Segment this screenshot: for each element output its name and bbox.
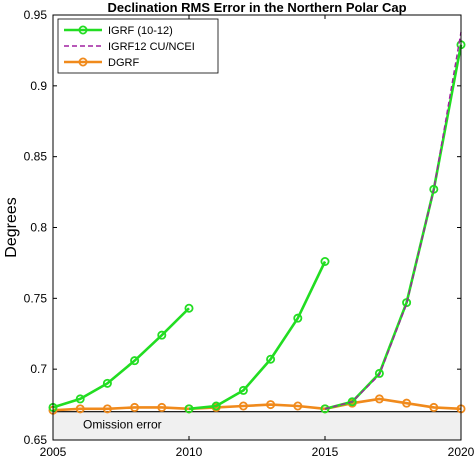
data-point-igrf-10-12	[266, 354, 276, 364]
data-point-igrf-10-12	[130, 356, 140, 366]
data-point-igrf-10-12	[75, 394, 85, 404]
x-tick-label: 2010	[176, 445, 203, 459]
data-point-igrf-10-12	[374, 368, 384, 378]
series-line-dgrf	[52, 397, 462, 412]
data-point-dgrf	[293, 401, 303, 411]
series-layer	[48, 31, 466, 415]
data-point-igrf-10-12	[238, 385, 248, 395]
data-point-igrf-10-12	[320, 404, 330, 414]
legend-items: IGRF (10-12) IGRF12 CU/NCEI DGRF	[64, 25, 195, 69]
y-tick-label: 0.85	[24, 150, 48, 164]
legend-marker-dgrf	[78, 57, 88, 67]
y-axis-label: Degrees	[3, 197, 20, 257]
y-axis-ticks: 0.65 0.7 0.75 0.8 0.85 0.9 0.95	[24, 8, 461, 447]
y-tick-label: 0.9	[30, 79, 47, 93]
x-axis-ticks: 2005 2010 2015 2020	[40, 15, 474, 459]
omission-error-region	[53, 411, 461, 440]
x-tick-label: 2020	[448, 445, 474, 459]
omission-error-label: Omission error	[83, 418, 162, 432]
x-tick-label: 2005	[40, 445, 67, 459]
series-line-igrf-10-12	[324, 44, 463, 411]
y-tick-label: 0.75	[24, 291, 48, 305]
data-point-igrf-10-12	[347, 397, 357, 407]
data-point-igrf-10-12	[320, 256, 330, 266]
data-point-igrf-10-12	[293, 313, 303, 323]
y-tick-label: 0.7	[30, 362, 47, 376]
data-point-igrf-10-12	[184, 303, 194, 313]
y-tick-label: 0.95	[24, 8, 48, 22]
data-point-igrf-10-12	[429, 184, 439, 194]
legend-label-igrf12-cu-ncei: IGRF12 CU/NCEI	[108, 41, 195, 53]
x-tick-label: 2015	[312, 445, 339, 459]
series-line-igrf-10-12	[188, 260, 327, 411]
data-point-igrf-10-12	[402, 298, 412, 308]
y-tick-label: 0.65	[24, 433, 48, 447]
data-point-dgrf	[102, 404, 112, 414]
data-point-dgrf	[238, 401, 248, 411]
series-line-igrf-10-12	[52, 307, 190, 409]
legend: IGRF (10-12) IGRF12 CU/NCEI DGRF	[57, 18, 219, 74]
data-point-dgrf	[429, 402, 439, 412]
legend-label-dgrf: DGRF	[108, 57, 139, 69]
data-point-dgrf	[374, 394, 384, 404]
y-tick-label: 0.8	[30, 221, 47, 235]
legend-label-igrf-10-12: IGRF (10-12)	[108, 25, 173, 37]
data-point-dgrf	[130, 402, 140, 412]
data-point-dgrf	[157, 402, 167, 412]
series-line-igrf12-cu-ncei	[324, 31, 462, 410]
data-point-dgrf	[266, 400, 276, 410]
data-point-igrf-10-12	[157, 330, 167, 340]
data-point-igrf-10-12	[102, 378, 112, 388]
data-point-igrf-10-12	[184, 404, 194, 414]
legend-marker-igrf-10-12	[78, 25, 88, 35]
data-point-dgrf	[402, 398, 412, 408]
data-point-igrf-10-12	[211, 401, 221, 411]
data-point-dgrf	[75, 404, 85, 414]
chart-title: Declination RMS Error in the Northern Po…	[107, 0, 406, 15]
